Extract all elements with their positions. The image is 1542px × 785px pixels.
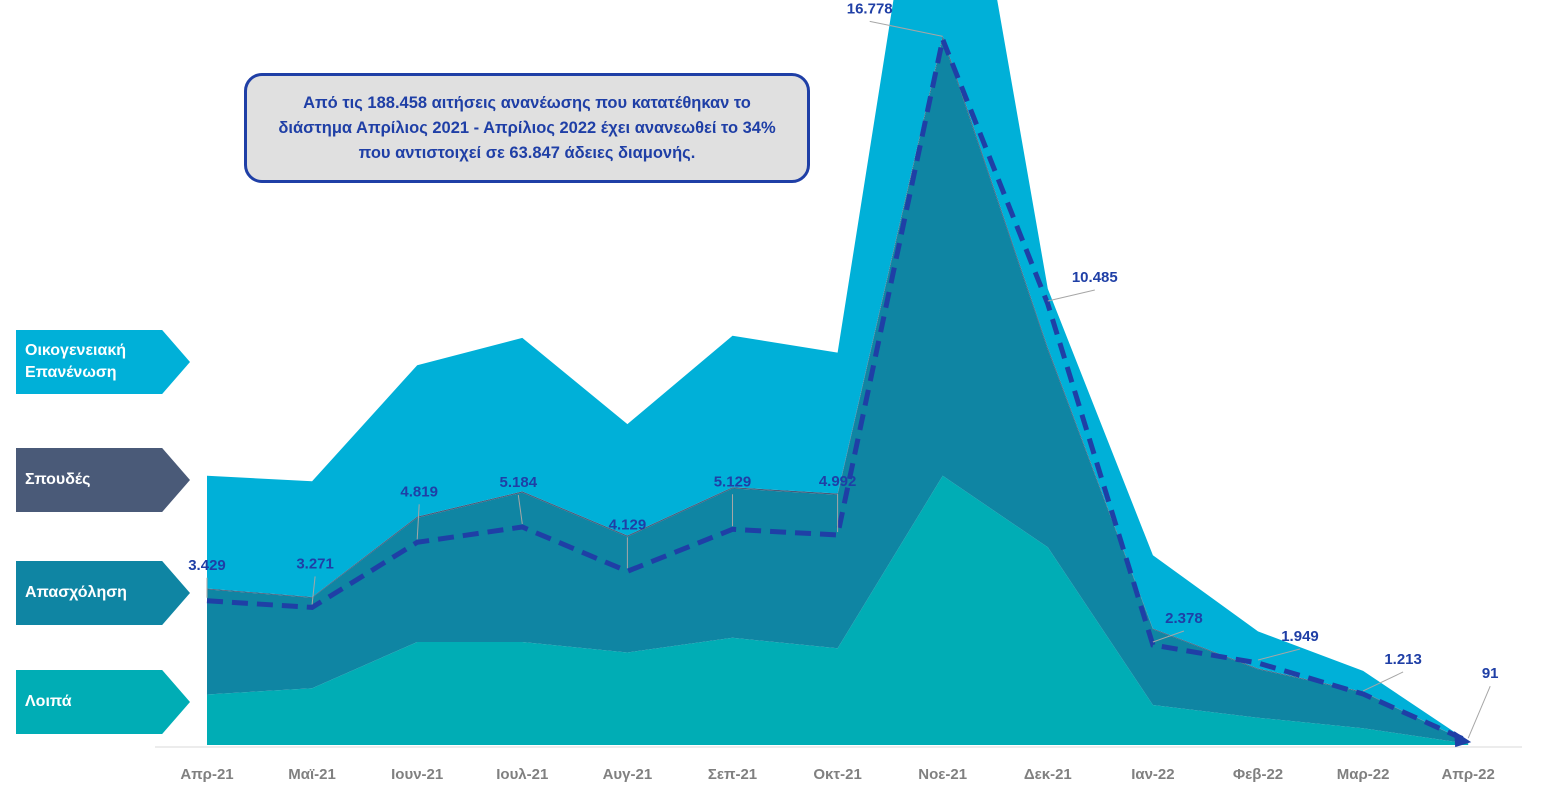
total-value-label: 4.819 (400, 483, 438, 500)
legend-item-employment: Απασχόληση (16, 561, 190, 625)
x-tick-label: Αυγ-21 (603, 766, 653, 783)
x-axis-tick-labels: Απρ-21 Μαϊ-21 Ιουν-21 Ιουλ-21 Αυγ-21 Σεπ-21 Οκ… (180, 766, 1494, 783)
label-leader-line (1257, 648, 1301, 661)
label-leader-line (1152, 630, 1185, 643)
label-leader-line (416, 504, 420, 540)
x-tick-label: Φεβ-22 (1233, 766, 1283, 783)
total-value-label: 1.949 (1281, 628, 1319, 645)
legend-label: Απασχόληση (25, 584, 127, 601)
x-tick-label: Νοε-21 (918, 766, 967, 783)
area-series-3 (207, 0, 1469, 742)
total-line-arrowhead (1454, 731, 1472, 748)
total-value-label: 2.378 (1165, 610, 1203, 627)
label-leader-line (311, 576, 316, 605)
legend-item-family-reunification: Οικογενειακή Επανένωση (16, 330, 190, 394)
total-value-label: 5.129 (714, 473, 752, 490)
total-value-label: 16.778 (847, 0, 893, 17)
x-tick-label: Ιουλ-21 (496, 766, 548, 783)
label-leader-line (869, 20, 943, 37)
x-tick-label: Δεκ-21 (1024, 766, 1072, 783)
summary-callout-text: Από τις 188.458 αιτήσεις ανανέωσης που κ… (278, 93, 776, 162)
legend-label: Σπουδές (25, 471, 91, 488)
data-labels: 3.429 3.271 4.819 5.184 4.129 5.129 4.992 16.77… (188, 0, 1498, 682)
total-value-label: 1.213 (1384, 651, 1422, 668)
area-series-1 (207, 38, 1469, 744)
label-leader-line (1467, 685, 1491, 739)
legend-item-studies: Σπουδές (16, 448, 190, 512)
area-layers (207, 0, 1469, 745)
x-tick-label: Σεπ-21 (708, 766, 757, 783)
label-leader-lines (206, 20, 1491, 739)
label-leader-line (1047, 289, 1095, 302)
total-value-label: 5.184 (500, 474, 538, 491)
summary-callout: Από τις 188.458 αιτήσεις ανανέωσης που κ… (244, 73, 810, 183)
x-tick-label: Ιαν-22 (1131, 766, 1174, 783)
legend-item-other: Λοιπά (16, 670, 190, 734)
x-tick-label: Απρ-22 (1442, 766, 1495, 783)
x-tick-label: Απρ-21 (180, 766, 233, 783)
total-value-label: 4.992 (819, 473, 857, 490)
total-value-label: 10.485 (1072, 269, 1118, 286)
legend-label: Λοιπά (25, 693, 72, 710)
area-series-0 (207, 475, 1469, 745)
x-tick-label: Οκτ-21 (813, 766, 861, 783)
x-tick-label: Μαρ-22 (1337, 766, 1390, 783)
total-dashed-line (206, 30, 1470, 744)
total-value-label: 91 (1482, 665, 1499, 682)
total-value-label: 3.429 (188, 557, 226, 574)
label-leader-line (517, 494, 523, 525)
x-tick-label: Ιουν-21 (391, 766, 443, 783)
label-leader-line (1362, 671, 1404, 692)
total-value-label: 4.129 (609, 516, 647, 533)
x-tick-label: Μαϊ-21 (288, 766, 336, 783)
legend-label: Οικογενειακή Επανένωση (25, 342, 127, 381)
total-value-label: 3.271 (296, 555, 334, 572)
